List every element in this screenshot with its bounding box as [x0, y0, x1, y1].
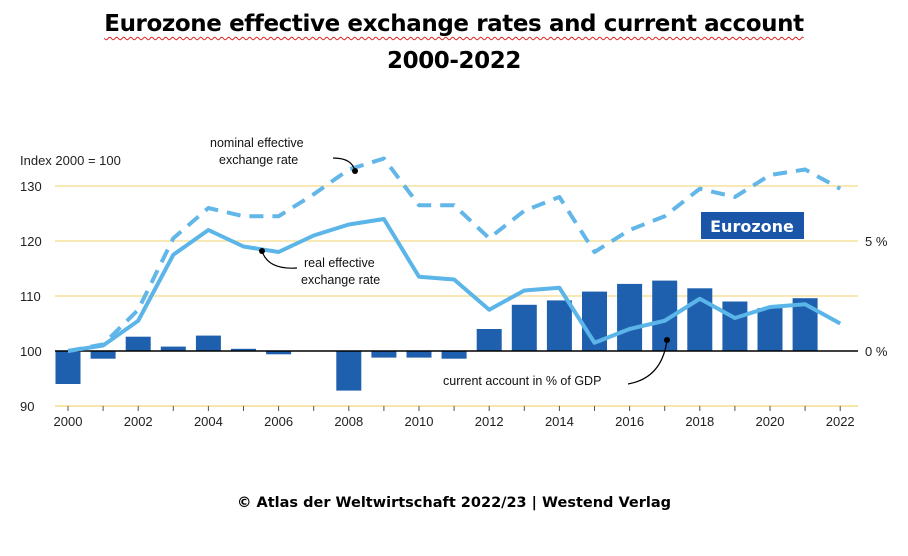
bar-2012 [476, 329, 502, 351]
eurozone-badge-label: Eurozone [710, 217, 794, 236]
y-tick-label-120: 120 [20, 234, 42, 249]
bar-2014 [546, 300, 572, 351]
left-axis-label: Index 2000 = 100 [20, 153, 121, 168]
nominal-annotation-line2: exchange rate [219, 153, 298, 167]
bar-2003 [160, 346, 186, 351]
x-tick-label-2002: 2002 [124, 414, 153, 429]
y-tick-label-110: 110 [20, 289, 41, 304]
x-tick-label-2004: 2004 [194, 414, 223, 429]
bar-2006 [266, 351, 292, 355]
bar-2004 [195, 335, 221, 351]
bar-2020 [757, 308, 783, 351]
x-tick-label-2010: 2010 [405, 414, 434, 429]
y-tick-label-100: 100 [20, 344, 42, 359]
x-tick-label-2016: 2016 [615, 414, 644, 429]
bar-2008 [336, 351, 362, 391]
bar-2002 [125, 336, 151, 351]
nominal-rate-line [67, 156, 842, 353]
chart-title-line1: Eurozone effective exchange rates and cu… [104, 11, 804, 37]
bar-2001 [90, 351, 116, 359]
bar-2000 [55, 351, 81, 384]
x-tick-label-2018: 2018 [685, 414, 714, 429]
bar-2013 [511, 304, 537, 351]
bar-2016 [617, 283, 643, 351]
x-tick-label-2006: 2006 [264, 414, 293, 429]
bar-2011 [441, 351, 467, 359]
real-annotation-line2: exchange rate [301, 273, 380, 287]
nominal-annotation-arrow [332, 157, 358, 174]
chart-title: Eurozone effective exchange rates and cu… [0, 6, 908, 80]
bar-2009 [371, 351, 397, 358]
x-tick-label-2000: 2000 [54, 414, 83, 429]
y2-tick-label-5: 5 % [865, 234, 888, 249]
y2-tick-label-0: 0 % [865, 344, 888, 359]
current-account-annotation: current account in % of GDP [443, 374, 601, 388]
x-tick-label-2020: 2020 [756, 414, 785, 429]
real-annotation-line1: real effective [304, 256, 375, 270]
current-account-annotation-arrow [627, 337, 670, 385]
x-tick-label-2012: 2012 [475, 414, 504, 429]
eurozone-badge [701, 212, 804, 239]
real-rate-line [67, 217, 842, 353]
nominal-annotation-line1: nominal effective [210, 136, 304, 150]
x-tick-label-2008: 2008 [334, 414, 363, 429]
bar-2005 [231, 348, 256, 351]
bar-2019 [722, 301, 748, 351]
source-credit: © Atlas der Weltwirtschaft 2022/23 | Wes… [236, 495, 672, 511]
chart-title-line2: 2000-2022 [387, 48, 521, 74]
x-tick-label-2022: 2022 [826, 414, 855, 429]
x-tick-label-2014: 2014 [545, 414, 574, 429]
real-annotation-arrow [259, 248, 298, 269]
y-tick-label-130: 130 [20, 179, 42, 194]
bar-2010 [406, 351, 432, 358]
y-tick-label-90: 90 [20, 399, 34, 414]
